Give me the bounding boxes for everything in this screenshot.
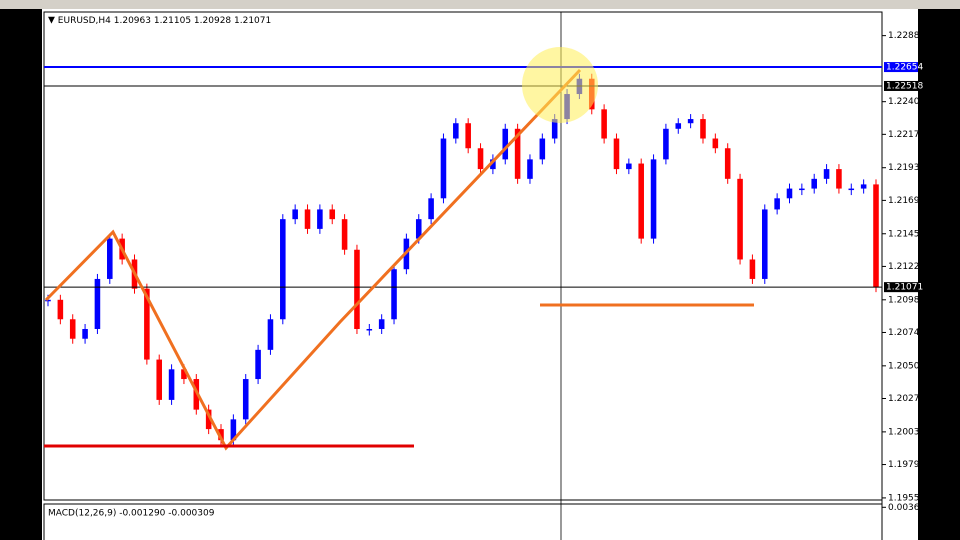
candle-body [280,219,286,320]
candle-body [601,109,607,139]
candle-body [749,259,756,279]
candle-body [378,319,385,329]
y-tick-label: 1.22170 [888,130,925,140]
price-label: 1.22654 [886,63,923,73]
candle-body [465,123,471,149]
candle-body [218,429,224,441]
candle-body [502,128,509,160]
candle-body [626,163,632,170]
candle-body [107,238,113,279]
candle-body [205,409,212,430]
candle-body [354,249,360,329]
candle-body [860,184,867,189]
symbol-info: EURUSD,H4 1.20963 1.21105 1.20928 1.2107… [58,16,271,26]
candle-body [453,123,459,139]
price-label-box [884,80,918,91]
y-tick-label: 1.19555 [888,493,925,503]
right-margin [918,9,960,540]
y-tick-label: 1.22405 [888,97,925,107]
candle-body [181,369,187,380]
candle-body [94,278,101,329]
y-tick-label: 1.19795 [888,460,925,470]
candle-body [848,188,855,191]
candle-body [712,138,719,149]
price-label: 1.21071 [886,283,923,293]
candle-body [638,163,644,239]
candle-body [737,178,743,260]
candle-body [156,359,163,400]
candle-body [724,148,731,179]
candle-body [230,419,237,441]
candle-body [490,159,496,170]
candle-body [799,188,805,191]
candle-body [267,319,274,350]
macd-header: MACD(12,26,9) -0.001290 -0.000309 [48,509,215,519]
y-tick-label: 1.20505 [888,361,925,371]
candle-body [700,119,706,139]
candle-body [613,138,620,170]
candle-body [836,169,842,189]
candle-body [69,319,76,339]
candle-body [675,123,682,129]
candle-body [242,379,249,420]
y-tick-label: 1.21930 [888,163,925,173]
candle-body [811,178,817,189]
y-tick-label: 1.21695 [888,196,925,206]
y-tick-label: 1.21455 [888,229,925,239]
candle-body [539,138,546,160]
candle-body [415,219,422,239]
candle-body [168,369,175,400]
y-tick-label: 1.20980 [888,295,925,305]
candle-body [761,209,768,279]
price-label-box [884,282,918,293]
candle-body [45,299,51,302]
candle-body [255,349,261,380]
candle-body [391,269,397,320]
candle-body [527,159,533,179]
left-margin [0,9,42,540]
candle-body [551,119,558,139]
candle-body [329,209,336,220]
candle-body [687,119,694,124]
highlight-circle [522,47,598,123]
candle-body [650,159,657,239]
candle-body [144,288,150,360]
trend-drawing [44,68,582,451]
candle-body [57,299,64,320]
candle-body [366,328,373,331]
y-tick-label: 1.20030 [888,427,925,437]
y-tick-label: 1.20270 [888,394,925,404]
y-tick-label: 0.00368 [888,503,925,513]
candle-body [304,209,311,229]
title-bar [0,0,960,9]
candle-body [428,198,434,220]
candle-body [82,328,88,339]
y-tick-label: 1.21220 [888,262,925,272]
y-tick-label: 1.20745 [888,328,925,338]
candle-body [786,188,793,199]
candle-body [514,128,521,179]
candle-body [873,184,879,288]
candle-body [823,169,830,179]
candle-body [341,219,348,250]
candle-body [663,128,669,160]
candle-body [774,198,780,210]
candle-body [292,209,298,220]
chart-header: ▼ EURUSD,H4 1.20963 1.21105 1.20928 1.21… [48,16,271,26]
price-label-box [884,62,918,73]
price-label: 1.22518 [886,81,923,91]
candle-body [317,209,323,229]
candle-body [477,148,484,170]
y-tick-label: 1.22880 [888,31,925,41]
candle-body [440,138,447,199]
